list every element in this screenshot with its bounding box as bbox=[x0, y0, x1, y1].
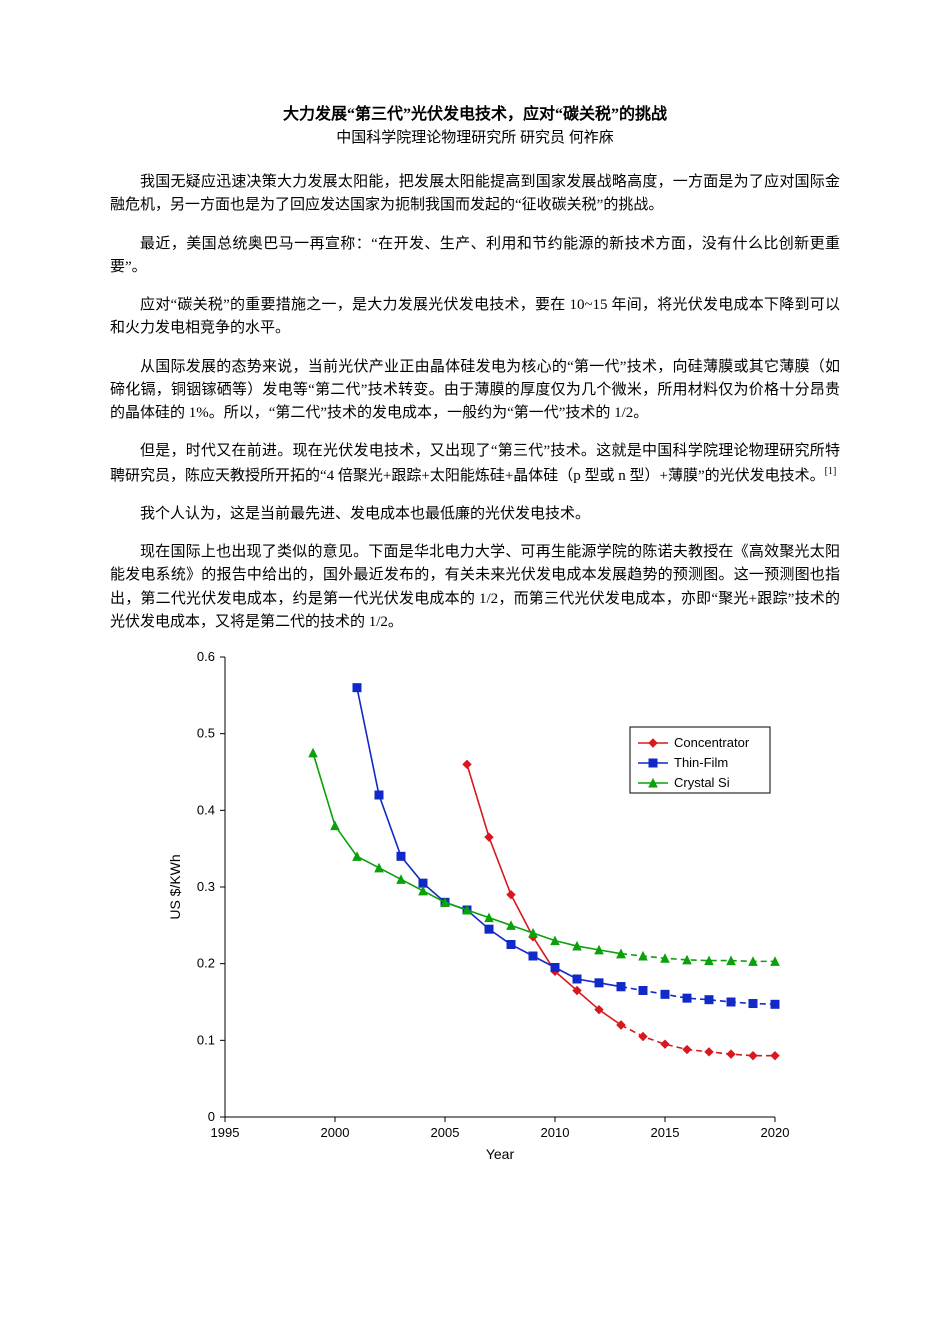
footnote-ref: [1] bbox=[825, 466, 837, 477]
svg-text:0: 0 bbox=[208, 1109, 215, 1124]
paragraph-5: 但是，时代又在前进。现在光伏发电技术，又出现了“第三代”技术。这就是中国科学院理… bbox=[110, 440, 840, 488]
svg-text:US $/KWh: US $/KWh bbox=[167, 854, 183, 919]
svg-text:2015: 2015 bbox=[651, 1125, 680, 1140]
svg-text:0.4: 0.4 bbox=[197, 802, 215, 817]
paragraph-7: 现在国际上也出现了类似的意见。下面是华北电力大学、可再生能源学院的陈诺夫教授在《… bbox=[110, 541, 840, 634]
svg-text:Concentrator: Concentrator bbox=[674, 735, 750, 750]
svg-text:0.1: 0.1 bbox=[197, 1032, 215, 1047]
paragraph-1: 我国无疑应迅速决策大力发展太阳能，把发展太阳能提高到国家发展战略高度，一方面是为… bbox=[110, 171, 840, 218]
doc-subtitle: 中国科学院理论物理研究所 研究员 何祚庥 bbox=[110, 126, 840, 147]
svg-text:Year: Year bbox=[486, 1146, 515, 1162]
paragraph-4: 从国际发展的态势来说，当前光伏产业正由晶体硅发电为核心的“第一代”技术，向硅薄膜… bbox=[110, 356, 840, 426]
svg-text:Thin-Film: Thin-Film bbox=[674, 755, 728, 770]
svg-text:2000: 2000 bbox=[321, 1125, 350, 1140]
svg-text:2020: 2020 bbox=[761, 1125, 790, 1140]
document-page: 大力发展“第三代”光伏发电技术，应对“碳关税”的挑战 中国科学院理论物理研究所 … bbox=[0, 0, 950, 1222]
svg-text:0.2: 0.2 bbox=[197, 956, 215, 971]
chart-container: 0 0.1 0.2 0.3 0.4 0.5 0.6 1995 2000 2005 2010 2015 2… bbox=[110, 642, 840, 1182]
svg-text:2010: 2010 bbox=[541, 1125, 570, 1140]
svg-text:0.5: 0.5 bbox=[197, 726, 215, 741]
paragraph-5-text: 但是，时代又在前进。现在光伏发电技术，又出现了“第三代”技术。这就是中国科学院理… bbox=[110, 443, 840, 483]
doc-title: 大力发展“第三代”光伏发电技术，应对“碳关税”的挑战 bbox=[110, 100, 840, 124]
svg-text:2005: 2005 bbox=[431, 1125, 460, 1140]
cost-trend-chart: 0 0.1 0.2 0.3 0.4 0.5 0.6 1995 2000 2005 2010 2015 2… bbox=[155, 642, 795, 1182]
paragraph-6: 我个人认为，这是当前最先进、发电成本也最低廉的光伏发电技术。 bbox=[110, 503, 840, 526]
paragraph-2: 最近，美国总统奥巴马一再宣称：“在开发、生产、利用和节约能源的新技术方面，没有什… bbox=[110, 233, 840, 280]
svg-text:0.3: 0.3 bbox=[197, 879, 215, 894]
svg-text:1995: 1995 bbox=[211, 1125, 240, 1140]
svg-text:0.6: 0.6 bbox=[197, 649, 215, 664]
paragraph-3: 应对“碳关税”的重要措施之一，是大力发展光伏发电技术，要在 10~15 年间，将… bbox=[110, 294, 840, 341]
svg-text:Crystal Si: Crystal Si bbox=[674, 775, 730, 790]
